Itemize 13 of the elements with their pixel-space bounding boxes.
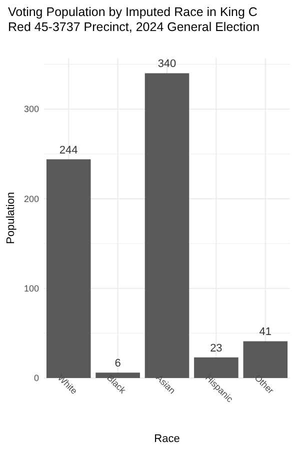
y-tick-label: 300: [24, 104, 39, 114]
data-label: 23: [210, 342, 222, 354]
y-tick-label: 200: [24, 194, 39, 204]
data-label: 244: [59, 144, 78, 156]
chart-title: Voting Population by Imputed Race in King C: [8, 5, 258, 19]
data-label: 41: [259, 326, 272, 338]
y-axis-title: Population: [5, 192, 17, 244]
data-label: 340: [158, 58, 176, 70]
data-label: 6: [114, 358, 121, 370]
y-tick-label: 100: [24, 284, 39, 294]
x-axis-title: Race: [154, 433, 180, 445]
y-tick-label: 0: [34, 373, 39, 384]
chart-subtitle: Red 45-3737 Precinct, 2024 General Election: [8, 20, 260, 34]
